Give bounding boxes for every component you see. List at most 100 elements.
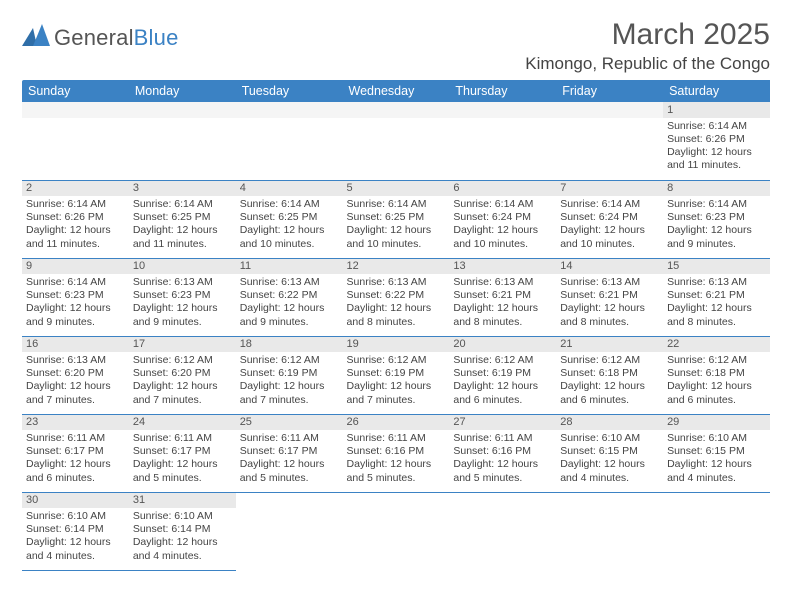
brand-name-b: Blue	[134, 25, 179, 50]
calendar-day-cell	[343, 102, 450, 180]
daylight-text: Daylight: 12 hours and 4 minutes.	[133, 536, 232, 562]
calendar-day-cell: 10Sunrise: 6:13 AMSunset: 6:23 PMDayligh…	[129, 258, 236, 336]
sunset-text: Sunset: 6:21 PM	[453, 289, 552, 302]
day-number: 1	[663, 102, 770, 118]
sunset-text: Sunset: 6:24 PM	[453, 211, 552, 224]
calendar-day-cell: 13Sunrise: 6:13 AMSunset: 6:21 PMDayligh…	[449, 258, 556, 336]
day-details: Sunrise: 6:14 AMSunset: 6:25 PMDaylight:…	[343, 196, 450, 255]
calendar-day-cell	[129, 102, 236, 180]
sunset-text: Sunset: 6:14 PM	[133, 523, 232, 536]
calendar-day-cell: 4Sunrise: 6:14 AMSunset: 6:25 PMDaylight…	[236, 180, 343, 258]
calendar-day-cell	[22, 102, 129, 180]
daylight-text: Daylight: 12 hours and 6 minutes.	[26, 458, 125, 484]
sunrise-text: Sunrise: 6:11 AM	[133, 432, 232, 445]
sunset-text: Sunset: 6:22 PM	[347, 289, 446, 302]
calendar-day-cell: 29Sunrise: 6:10 AMSunset: 6:15 PMDayligh…	[663, 414, 770, 492]
calendar-day-cell: 16Sunrise: 6:13 AMSunset: 6:20 PMDayligh…	[22, 336, 129, 414]
day-number: 2	[22, 181, 129, 197]
day-details: Sunrise: 6:12 AMSunset: 6:18 PMDaylight:…	[556, 352, 663, 411]
day-number	[449, 102, 556, 118]
day-number	[556, 102, 663, 118]
calendar-day-cell: 26Sunrise: 6:11 AMSunset: 6:16 PMDayligh…	[343, 414, 450, 492]
calendar-week-row: 9Sunrise: 6:14 AMSunset: 6:23 PMDaylight…	[22, 258, 770, 336]
daylight-text: Daylight: 12 hours and 8 minutes.	[453, 302, 552, 328]
daylight-text: Daylight: 12 hours and 6 minutes.	[453, 380, 552, 406]
sunrise-text: Sunrise: 6:13 AM	[453, 276, 552, 289]
sunset-text: Sunset: 6:19 PM	[347, 367, 446, 380]
day-number	[22, 102, 129, 118]
sunset-text: Sunset: 6:16 PM	[347, 445, 446, 458]
sunrise-text: Sunrise: 6:12 AM	[667, 354, 766, 367]
sunset-text: Sunset: 6:25 PM	[347, 211, 446, 224]
calendar-day-cell: 23Sunrise: 6:11 AMSunset: 6:17 PMDayligh…	[22, 414, 129, 492]
logo-mark-icon	[22, 24, 50, 51]
sunset-text: Sunset: 6:22 PM	[240, 289, 339, 302]
sunset-text: Sunset: 6:15 PM	[560, 445, 659, 458]
daylight-text: Daylight: 12 hours and 9 minutes.	[133, 302, 232, 328]
day-details: Sunrise: 6:11 AMSunset: 6:16 PMDaylight:…	[449, 430, 556, 489]
calendar-day-cell: 3Sunrise: 6:14 AMSunset: 6:25 PMDaylight…	[129, 180, 236, 258]
sunset-text: Sunset: 6:25 PM	[240, 211, 339, 224]
day-number	[236, 102, 343, 118]
day-details: Sunrise: 6:11 AMSunset: 6:17 PMDaylight:…	[129, 430, 236, 489]
sunset-text: Sunset: 6:19 PM	[240, 367, 339, 380]
sunset-text: Sunset: 6:19 PM	[453, 367, 552, 380]
day-details: Sunrise: 6:13 AMSunset: 6:22 PMDaylight:…	[236, 274, 343, 333]
calendar-day-cell	[556, 492, 663, 570]
daylight-text: Daylight: 12 hours and 8 minutes.	[347, 302, 446, 328]
sunrise-text: Sunrise: 6:10 AM	[667, 432, 766, 445]
sunset-text: Sunset: 6:18 PM	[560, 367, 659, 380]
daylight-text: Daylight: 12 hours and 10 minutes.	[347, 224, 446, 250]
sunrise-text: Sunrise: 6:10 AM	[26, 510, 125, 523]
brand-name: GeneralBlue	[54, 25, 179, 51]
calendar-page: GeneralBlue March 2025 Kimongo, Republic…	[0, 0, 792, 581]
calendar-day-cell: 28Sunrise: 6:10 AMSunset: 6:15 PMDayligh…	[556, 414, 663, 492]
sunrise-text: Sunrise: 6:12 AM	[240, 354, 339, 367]
calendar-week-row: 2Sunrise: 6:14 AMSunset: 6:26 PMDaylight…	[22, 180, 770, 258]
daylight-text: Daylight: 12 hours and 4 minutes.	[560, 458, 659, 484]
sunrise-text: Sunrise: 6:12 AM	[560, 354, 659, 367]
sunset-text: Sunset: 6:14 PM	[26, 523, 125, 536]
sunset-text: Sunset: 6:17 PM	[133, 445, 232, 458]
sunrise-text: Sunrise: 6:14 AM	[667, 198, 766, 211]
daylight-text: Daylight: 12 hours and 7 minutes.	[133, 380, 232, 406]
sunset-text: Sunset: 6:24 PM	[560, 211, 659, 224]
sunrise-text: Sunrise: 6:10 AM	[133, 510, 232, 523]
daylight-text: Daylight: 12 hours and 8 minutes.	[667, 302, 766, 328]
day-details: Sunrise: 6:10 AMSunset: 6:15 PMDaylight:…	[556, 430, 663, 489]
calendar-day-cell: 15Sunrise: 6:13 AMSunset: 6:21 PMDayligh…	[663, 258, 770, 336]
calendar-day-cell: 7Sunrise: 6:14 AMSunset: 6:24 PMDaylight…	[556, 180, 663, 258]
sunrise-text: Sunrise: 6:13 AM	[26, 354, 125, 367]
calendar-day-cell: 8Sunrise: 6:14 AMSunset: 6:23 PMDaylight…	[663, 180, 770, 258]
sunset-text: Sunset: 6:21 PM	[560, 289, 659, 302]
calendar-day-cell: 21Sunrise: 6:12 AMSunset: 6:18 PMDayligh…	[556, 336, 663, 414]
sunrise-text: Sunrise: 6:11 AM	[240, 432, 339, 445]
sunrise-text: Sunrise: 6:13 AM	[347, 276, 446, 289]
weekday-header: Sunday	[22, 80, 129, 102]
day-number: 27	[449, 415, 556, 431]
day-number: 31	[129, 493, 236, 509]
daylight-text: Daylight: 12 hours and 9 minutes.	[667, 224, 766, 250]
day-number: 11	[236, 259, 343, 275]
day-number: 5	[343, 181, 450, 197]
calendar-day-cell: 17Sunrise: 6:12 AMSunset: 6:20 PMDayligh…	[129, 336, 236, 414]
day-details: Sunrise: 6:12 AMSunset: 6:18 PMDaylight:…	[663, 352, 770, 411]
sunrise-text: Sunrise: 6:14 AM	[133, 198, 232, 211]
day-number: 22	[663, 337, 770, 353]
calendar-table: Sunday Monday Tuesday Wednesday Thursday…	[22, 80, 770, 571]
sunset-text: Sunset: 6:17 PM	[240, 445, 339, 458]
day-details: Sunrise: 6:12 AMSunset: 6:19 PMDaylight:…	[449, 352, 556, 411]
day-details: Sunrise: 6:11 AMSunset: 6:17 PMDaylight:…	[236, 430, 343, 489]
sunset-text: Sunset: 6:18 PM	[667, 367, 766, 380]
sunrise-text: Sunrise: 6:13 AM	[560, 276, 659, 289]
day-details: Sunrise: 6:14 AMSunset: 6:24 PMDaylight:…	[556, 196, 663, 255]
day-number: 7	[556, 181, 663, 197]
daylight-text: Daylight: 12 hours and 5 minutes.	[240, 458, 339, 484]
day-details: Sunrise: 6:10 AMSunset: 6:14 PMDaylight:…	[22, 508, 129, 567]
day-details: Sunrise: 6:10 AMSunset: 6:14 PMDaylight:…	[129, 508, 236, 567]
calendar-day-cell: 25Sunrise: 6:11 AMSunset: 6:17 PMDayligh…	[236, 414, 343, 492]
calendar-day-cell: 5Sunrise: 6:14 AMSunset: 6:25 PMDaylight…	[343, 180, 450, 258]
daylight-text: Daylight: 12 hours and 4 minutes.	[26, 536, 125, 562]
daylight-text: Daylight: 12 hours and 4 minutes.	[667, 458, 766, 484]
daylight-text: Daylight: 12 hours and 10 minutes.	[240, 224, 339, 250]
